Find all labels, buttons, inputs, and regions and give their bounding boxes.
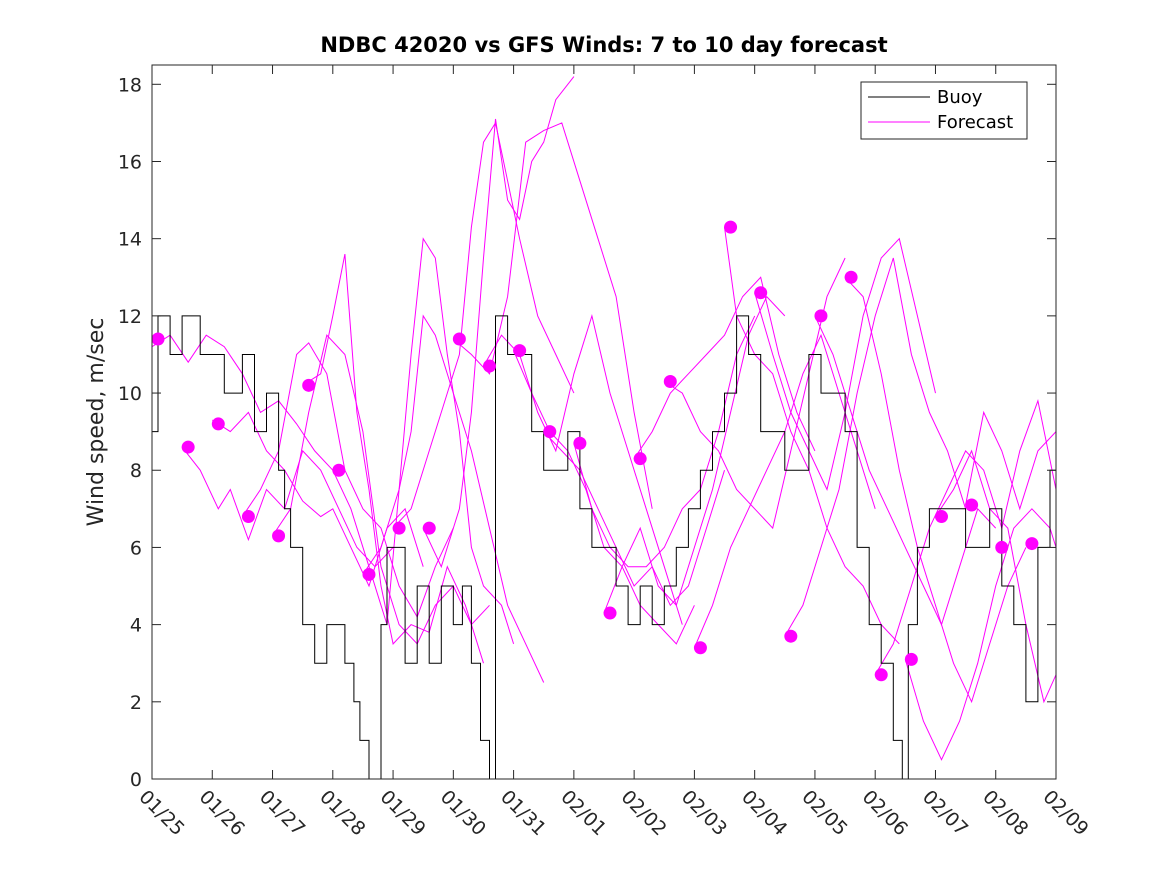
y-tick-label: 12 [118, 306, 142, 328]
forecast-point [754, 286, 768, 300]
forecast-point [904, 652, 918, 666]
forecast-point [181, 440, 195, 454]
forecast-line [633, 276, 816, 459]
plot-frame [151, 64, 1057, 780]
forecast-point [543, 425, 557, 439]
forecast-point [724, 220, 738, 234]
y-tick-label: 4 [130, 615, 142, 637]
forecast-point [663, 374, 677, 388]
y-axis-label: Wind speed, m/sec [84, 318, 109, 527]
forecast-point [482, 359, 496, 373]
forecast-line [784, 257, 967, 637]
forecast-line [543, 431, 725, 607]
forecast-point [241, 510, 255, 524]
forecast-line [844, 276, 1027, 704]
legend-box [860, 81, 1028, 140]
forecast-point [513, 344, 527, 358]
forecast-point [603, 606, 617, 620]
plot-area [152, 65, 1056, 779]
y-tick-label: 16 [118, 151, 142, 173]
forecast-point [995, 540, 1009, 554]
forecast-line [603, 295, 786, 614]
forecast-line [392, 121, 575, 529]
chart-title: NDBC 42020 vs GFS Winds: 7 to 10 day for… [320, 33, 887, 57]
forecast-point [272, 529, 286, 543]
forecast-line [935, 449, 1056, 704]
forecast-point [332, 463, 346, 477]
forecast-line [904, 508, 1056, 761]
forecast-point [965, 498, 979, 512]
legend-buoy-label: Buoy [937, 87, 983, 108]
forecast-points-group [151, 220, 1039, 682]
forecast-point [452, 332, 466, 346]
forecast-point [693, 641, 707, 655]
forecast-point [362, 567, 376, 581]
forecast-line [302, 254, 484, 664]
y-tick-label: 6 [130, 537, 142, 559]
forecast-point [844, 270, 858, 284]
forecast-point [934, 510, 948, 524]
forecast-line [874, 398, 1056, 676]
y-tick-label: 2 [130, 692, 142, 714]
buoy-line [152, 315, 1056, 779]
forecast-line [422, 76, 575, 569]
forecast-line [362, 314, 545, 683]
y-tick-label: 8 [130, 460, 142, 482]
forecast-point [302, 378, 316, 392]
legend: Buoy Forecast [860, 81, 1028, 140]
forecast-point [392, 521, 406, 535]
y-tick-label: 18 [118, 74, 142, 96]
forecast-point [211, 417, 225, 431]
forecast-point [422, 521, 436, 535]
forecast-point [1025, 537, 1039, 551]
y-tick-label: 10 [118, 383, 142, 405]
y-tick-label: 14 [118, 229, 142, 251]
forecast-point [784, 629, 798, 643]
legend-forecast-label: Forecast [937, 112, 1013, 133]
buoy-series-group [152, 315, 1056, 779]
forecast-line [965, 410, 1056, 511]
forecast-point [874, 668, 888, 682]
y-tick-label: 0 [130, 769, 142, 791]
forecast-point [633, 452, 647, 466]
forecast-point [814, 309, 828, 323]
y-axis: 0 2 4 6 8 10 12 14 16 18 [118, 74, 1056, 791]
forecast-point [151, 332, 165, 346]
forecast-point [573, 436, 587, 450]
